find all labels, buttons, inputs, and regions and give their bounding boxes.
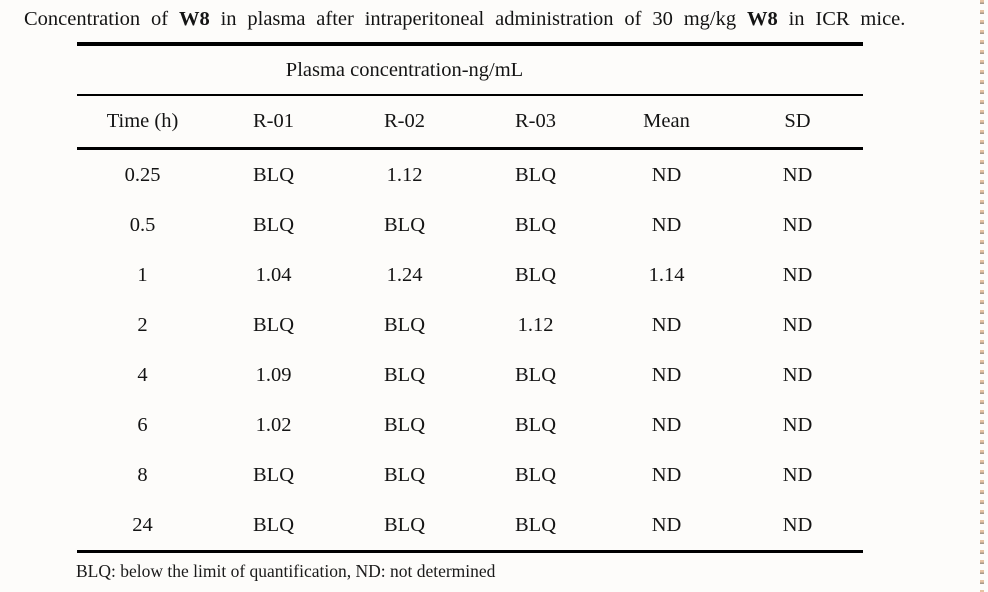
value-cell: BLQ <box>384 513 425 536</box>
column-header-mean: Mean <box>601 95 732 150</box>
plasma-concentration-table: Plasma concentration-ng/mL Time (h) R-01… <box>77 42 863 553</box>
value-cell: ND <box>651 463 682 486</box>
value-cell: BLQ <box>515 513 556 536</box>
table-row: 8 BLQ BLQ BLQ ND ND <box>77 450 863 500</box>
value-cell: ND <box>782 363 813 386</box>
value-cell: BLQ <box>253 213 294 236</box>
caption-text-2: in plasma after intraperitoneal administ… <box>209 8 747 30</box>
caption-text-1: Concentration of <box>24 8 179 30</box>
value-cell: BLQ <box>384 413 425 436</box>
value-cell: 1.04 <box>255 263 292 286</box>
time-cell: 0.25 <box>124 163 161 186</box>
page-edge-dotted-border <box>980 0 984 592</box>
table-row: 0.25 BLQ 1.12 BLQ ND ND <box>77 149 863 201</box>
value-cell: 1.12 <box>386 163 423 186</box>
table-row: 4 1.09 BLQ BLQ ND ND <box>77 350 863 400</box>
spanner-spacer-left <box>77 44 208 96</box>
spanner-row: Plasma concentration-ng/mL <box>77 44 863 96</box>
table-footnote: BLQ: below the limit of quantification, … <box>76 561 496 581</box>
compound-name-2: W8 <box>746 8 778 30</box>
table-row: 24 BLQ BLQ BLQ ND ND <box>77 500 863 552</box>
value-cell: BLQ <box>253 463 294 486</box>
column-header-time: Time (h) <box>77 95 208 150</box>
table-row: 1 1.04 1.24 BLQ 1.14 ND <box>77 250 863 300</box>
value-cell: ND <box>651 413 682 436</box>
time-cell: 6 <box>137 413 148 436</box>
value-cell: 1.12 <box>517 313 554 336</box>
value-cell: BLQ <box>384 463 425 486</box>
value-cell: 1.02 <box>255 413 292 436</box>
value-cell: BLQ <box>515 413 556 436</box>
column-header-r02: R-02 <box>339 95 470 150</box>
value-cell: ND <box>651 213 682 236</box>
table-row: 0.5 BLQ BLQ BLQ ND ND <box>77 200 863 250</box>
table-row: 2 BLQ BLQ 1.12 ND ND <box>77 300 863 350</box>
table-row: 6 1.02 BLQ BLQ ND ND <box>77 400 863 450</box>
value-cell: ND <box>782 513 813 536</box>
value-cell: 1.24 <box>386 263 423 286</box>
time-cell: 2 <box>137 313 148 336</box>
table-head: Plasma concentration-ng/mL Time (h) R-01… <box>77 44 863 150</box>
column-header-r01: R-01 <box>208 95 339 150</box>
value-cell: 1.14 <box>648 263 685 286</box>
value-cell: ND <box>782 263 813 286</box>
time-cell: 0.5 <box>129 213 156 236</box>
value-cell: BLQ <box>515 163 556 186</box>
value-cell: ND <box>782 413 813 436</box>
spanner-spacer-right-1 <box>601 44 732 96</box>
column-header-r03: R-03 <box>470 95 601 150</box>
time-cell: 1 <box>137 263 148 286</box>
column-header-row: Time (h) R-01 R-02 R-03 Mean SD <box>77 95 863 150</box>
caption-text-3: in ICR mice. <box>777 8 906 30</box>
value-cell: BLQ <box>384 213 425 236</box>
value-cell: BLQ <box>253 513 294 536</box>
value-cell: ND <box>651 363 682 386</box>
value-cell: ND <box>782 213 813 236</box>
time-cell: 24 <box>132 513 153 536</box>
table-caption: Concentration of W8 in plasma after intr… <box>24 7 972 33</box>
value-cell: BLQ <box>515 263 556 286</box>
table-body: 0.25 BLQ 1.12 BLQ ND ND 0.5 BLQ BLQ BLQ ND ND 1 1.04 1… <box>77 149 863 552</box>
value-cell: ND <box>782 463 813 486</box>
value-cell: BLQ <box>384 313 425 336</box>
value-cell: BLQ <box>253 313 294 336</box>
value-cell: ND <box>651 163 682 186</box>
value-cell: BLQ <box>515 213 556 236</box>
value-cell: ND <box>782 313 813 336</box>
value-cell: BLQ <box>515 463 556 486</box>
compound-name-1: W8 <box>178 8 210 30</box>
value-cell: BLQ <box>384 363 425 386</box>
value-cell: BLQ <box>253 163 294 186</box>
value-cell: ND <box>651 313 682 336</box>
value-cell: ND <box>782 163 813 186</box>
column-header-sd: SD <box>732 95 863 150</box>
value-cell: BLQ <box>515 363 556 386</box>
spanner-spacer-right-2 <box>732 44 863 96</box>
value-cell: 1.09 <box>255 363 292 386</box>
spanner-label: Plasma concentration-ng/mL <box>208 44 601 96</box>
time-cell: 8 <box>137 463 148 486</box>
value-cell: ND <box>651 513 682 536</box>
time-cell: 4 <box>137 363 148 386</box>
